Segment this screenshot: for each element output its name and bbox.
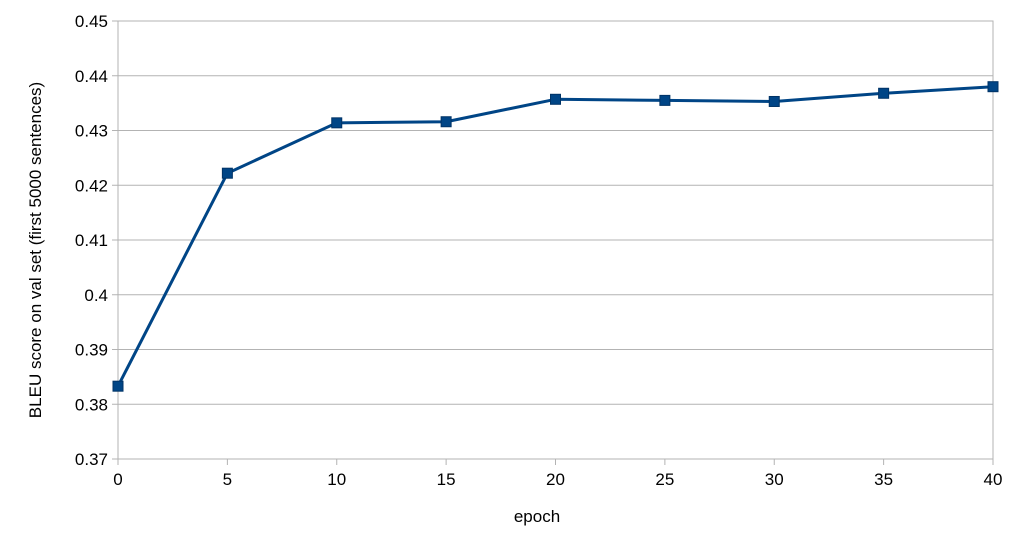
data-point-marker (987, 81, 999, 93)
x-tick-label: 15 (437, 470, 456, 489)
x-tick-label: 5 (223, 470, 232, 489)
y-tick-label: 0.41 (75, 231, 108, 250)
y-tick-label: 0.43 (75, 122, 108, 141)
data-point-marker (112, 380, 124, 392)
x-tick-label: 10 (327, 470, 346, 489)
data-point-marker (550, 93, 561, 105)
x-tick-label: 30 (765, 470, 784, 489)
y-tick-label: 0.38 (75, 395, 108, 414)
y-tick-label: 0.44 (75, 67, 108, 86)
series-group (112, 81, 999, 392)
data-point-marker (878, 87, 890, 99)
y-tick-label: 0.4 (84, 286, 108, 305)
y-tick-label: 0.45 (75, 12, 108, 31)
data-point-marker (659, 94, 671, 106)
data-point-marker (440, 116, 452, 128)
y-tick-label: 0.42 (75, 176, 108, 195)
x-tick-label: 40 (984, 470, 1003, 489)
x-tick-label: 20 (546, 470, 565, 489)
y-tick-label: 0.39 (75, 341, 108, 360)
x-axis-title: epoch (514, 507, 560, 526)
x-axis-ticks: 0 5 10 15 20 25 30 35 40 (113, 459, 1002, 489)
data-point-marker (768, 95, 780, 107)
y-axis-ticks: 0.37 0.38 0.39 0.4 0.41 0.42 0.43 0.44 0.45 (75, 12, 118, 469)
data-point-marker (221, 167, 233, 179)
data-point-marker (331, 117, 343, 129)
x-tick-label: 35 (874, 470, 893, 489)
x-tick-label: 0 (113, 470, 122, 489)
x-tick-label: 25 (655, 470, 674, 489)
y-axis-title: BLEU score on val set (first 5000 senten… (26, 82, 45, 418)
series-line (116, 85, 994, 387)
grid-lines (118, 20, 993, 460)
y-tick-label: 0.37 (75, 450, 108, 469)
